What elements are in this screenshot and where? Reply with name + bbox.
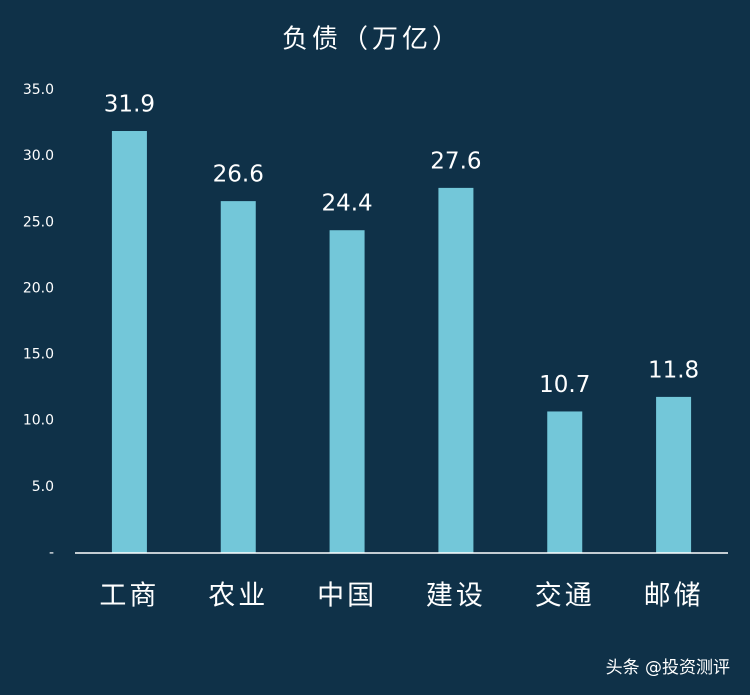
y-tick-label: 30.0 [23, 148, 54, 164]
data-label: 26.6 [213, 162, 264, 188]
bar [547, 411, 583, 553]
x-tick-label: 建设 [426, 581, 486, 612]
bar [329, 230, 365, 554]
bar [438, 187, 474, 554]
y-tick-label: 5.0 [32, 479, 54, 495]
bar [220, 201, 256, 553]
y-tick-label: 20.0 [23, 280, 54, 296]
bar [656, 396, 692, 553]
bar [111, 131, 147, 553]
x-tick-label: 交通 [535, 581, 595, 612]
data-label: 31.9 [104, 92, 155, 118]
data-label: 11.8 [648, 357, 699, 383]
y-tick-label: 15.0 [23, 347, 54, 363]
y-tick-label: 10.0 [23, 413, 54, 429]
x-tick-label: 邮储 [644, 581, 704, 612]
y-tick-label: - [49, 545, 54, 561]
x-tick-label: 工商 [99, 581, 159, 612]
chart-title: 负债（万亿） [282, 25, 462, 55]
y-tick-label: 25.0 [23, 214, 54, 230]
data-label: 10.7 [539, 372, 590, 398]
watermark: 头条 @投资测评 [606, 658, 730, 678]
data-label: 24.4 [321, 191, 372, 217]
x-tick-label: 中国 [317, 581, 377, 612]
x-tick-label: 农业 [208, 581, 268, 612]
data-label: 27.6 [430, 148, 481, 174]
y-tick-label: 35.0 [23, 82, 54, 98]
